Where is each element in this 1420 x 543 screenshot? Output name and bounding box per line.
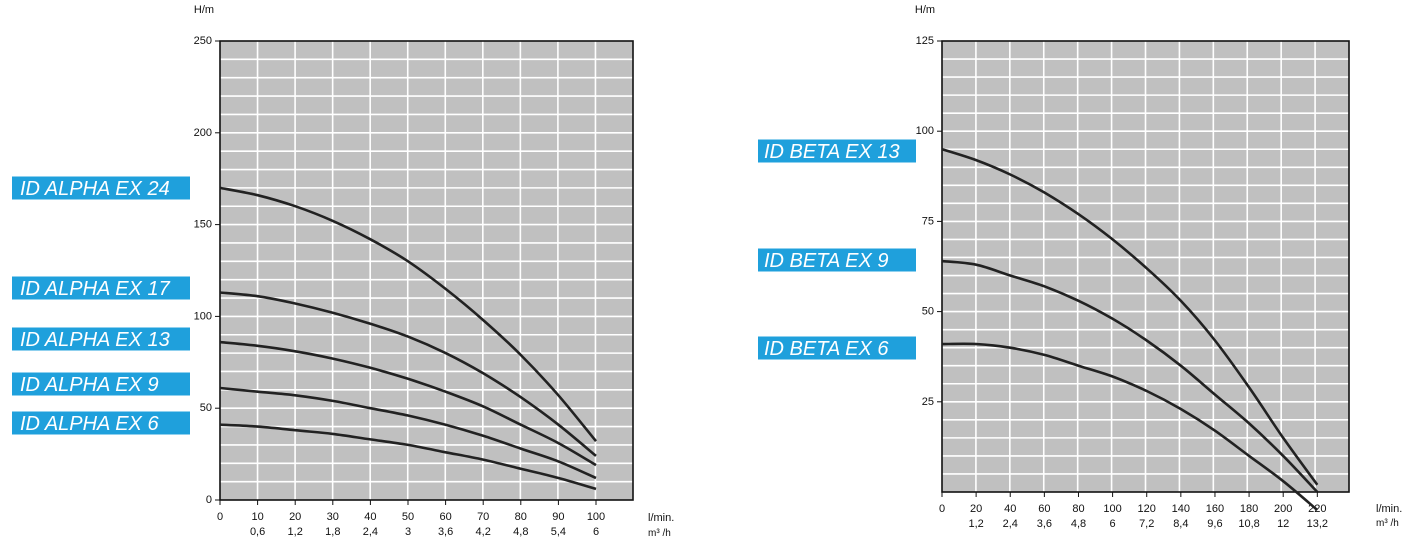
x-tick-label-secondary: 7,2 — [1139, 518, 1154, 530]
x-tick-label: 0 — [217, 511, 223, 523]
plot-frame — [941, 40, 1350, 493]
y-tick-label: 50 — [200, 402, 212, 414]
alpha-pump-chart: H/m 0 50 100 150 200 250 0 10 0,6 20 1,2 30 1,8 40 2,4 5… — [12, 4, 674, 539]
series-badge — [758, 248, 916, 272]
series-badge — [12, 176, 190, 200]
x-tick-label: 50 — [402, 511, 414, 523]
x-tick-label-secondary: 1,2 — [288, 526, 303, 538]
y-tick-label: 75 — [922, 215, 934, 227]
x-tick-label-secondary: 6 — [593, 526, 599, 538]
series-badge-label: ID ALPHA EX 9 — [20, 374, 159, 396]
series-badge — [12, 372, 190, 396]
x-tick-label: 20 — [289, 511, 301, 523]
y-tick-label: 150 — [194, 219, 212, 231]
x-tick-label: 140 — [1172, 503, 1190, 515]
x-tick-label: 100 — [1103, 503, 1121, 515]
x-tick-label-secondary: 12 — [1277, 518, 1289, 530]
x-tick-label-secondary: 3,6 — [438, 526, 453, 538]
x-tick-label: 160 — [1206, 503, 1224, 515]
y-tick-label: 0 — [206, 494, 212, 506]
x-tick-label: 80 — [515, 511, 527, 523]
grid-lines — [220, 41, 633, 500]
x-tick-label-secondary: 5,4 — [551, 526, 566, 538]
series-badge — [12, 327, 190, 351]
x-axis-label-secondary: m³ /h — [648, 528, 671, 539]
x-tick-label: 10 — [251, 511, 263, 523]
series-badge-label: ID BETA EX 13 — [764, 141, 900, 163]
x-tick-label: 40 — [364, 511, 376, 523]
x-tick-label-secondary: 8,4 — [1173, 518, 1188, 530]
plot-frame — [219, 40, 634, 501]
x-tick-label-secondary: 2,4 — [1003, 518, 1018, 530]
x-tick-label: 60 — [1038, 503, 1050, 515]
y-tick-label: 200 — [194, 127, 212, 139]
y-tick-label: 100 — [194, 310, 212, 322]
x-axis-label: l/min. — [1376, 503, 1402, 515]
x-tick-label-secondary: 1,2 — [968, 518, 983, 530]
series-badge-label: ID BETA EX 6 — [764, 338, 889, 360]
x-tick-label: 120 — [1138, 503, 1156, 515]
x-axis-label: l/min. — [648, 512, 674, 524]
x-tick-label: 40 — [1004, 503, 1016, 515]
curve-id-alpha-ex-17 — [219, 291, 597, 457]
y-tick-label: 50 — [922, 306, 934, 318]
x-tick-label: 0 — [939, 503, 945, 515]
x-tick-label-secondary: 4,2 — [476, 526, 491, 538]
curve-id-alpha-ex-9 — [219, 386, 597, 480]
series-badge — [758, 139, 916, 163]
x-tick-label: 100 — [587, 511, 605, 523]
curve-id-alpha-ex-24 — [219, 186, 598, 443]
curve-id-beta-ex-6 — [941, 342, 1319, 511]
x-axis-label-secondary: m³ /h — [1376, 518, 1399, 529]
y-tick-label: 25 — [922, 396, 934, 408]
x-tick-label: 70 — [477, 511, 489, 523]
y-axis-label: H/m — [915, 4, 935, 16]
beta-pump-chart: H/m 25 50 75 100 125 0 20 1,2 40 2,4 60 3,6 80 4,8 100 6… — [758, 4, 1402, 530]
x-tick-label: 60 — [439, 511, 451, 523]
curve-id-beta-ex-13 — [941, 147, 1319, 486]
x-tick-label-secondary: 4,8 — [513, 526, 528, 538]
y-tick-label: 250 — [194, 35, 212, 47]
curve-id-alpha-ex-6 — [219, 423, 597, 491]
y-tick-label: 100 — [916, 125, 934, 137]
curve-id-beta-ex-9 — [941, 259, 1319, 493]
x-tick-label-secondary: 4,8 — [1071, 518, 1086, 530]
x-tick-label-secondary: 9,6 — [1207, 518, 1222, 530]
series-badge-label: ID ALPHA EX 13 — [20, 329, 170, 351]
x-tick-label-secondary: 2,4 — [363, 526, 378, 538]
series-badge — [12, 276, 190, 300]
x-tick-label-secondary: 13,2 — [1307, 518, 1328, 530]
curve-id-alpha-ex-13 — [219, 340, 597, 467]
x-tick-label-secondary: 1,8 — [325, 526, 340, 538]
x-tick-label-secondary: 10,8 — [1238, 518, 1259, 530]
series-badge-label: ID BETA EX 9 — [764, 250, 888, 272]
x-tick-label-secondary: 3 — [405, 526, 411, 538]
series-badge-label: ID ALPHA EX 24 — [20, 178, 170, 200]
x-tick-label: 80 — [1072, 503, 1084, 515]
y-axis-label: H/m — [194, 4, 214, 16]
series-badge — [12, 411, 190, 435]
x-tick-label-secondary: 0,6 — [250, 526, 265, 538]
x-tick-label-secondary: 3,6 — [1037, 518, 1052, 530]
series-badge-label: ID ALPHA EX 6 — [20, 413, 159, 435]
series-badge — [758, 336, 916, 360]
x-tick-label-secondary: 6 — [1110, 518, 1116, 530]
x-tick-label: 20 — [970, 503, 982, 515]
plot-area — [220, 41, 633, 500]
x-tick-label: 30 — [327, 511, 339, 523]
y-tick-label: 125 — [916, 35, 934, 47]
x-tick-label: 200 — [1274, 503, 1292, 515]
x-tick-label: 90 — [552, 511, 564, 523]
series-badge-label: ID ALPHA EX 17 — [20, 278, 171, 300]
x-tick-label: 180 — [1240, 503, 1258, 515]
